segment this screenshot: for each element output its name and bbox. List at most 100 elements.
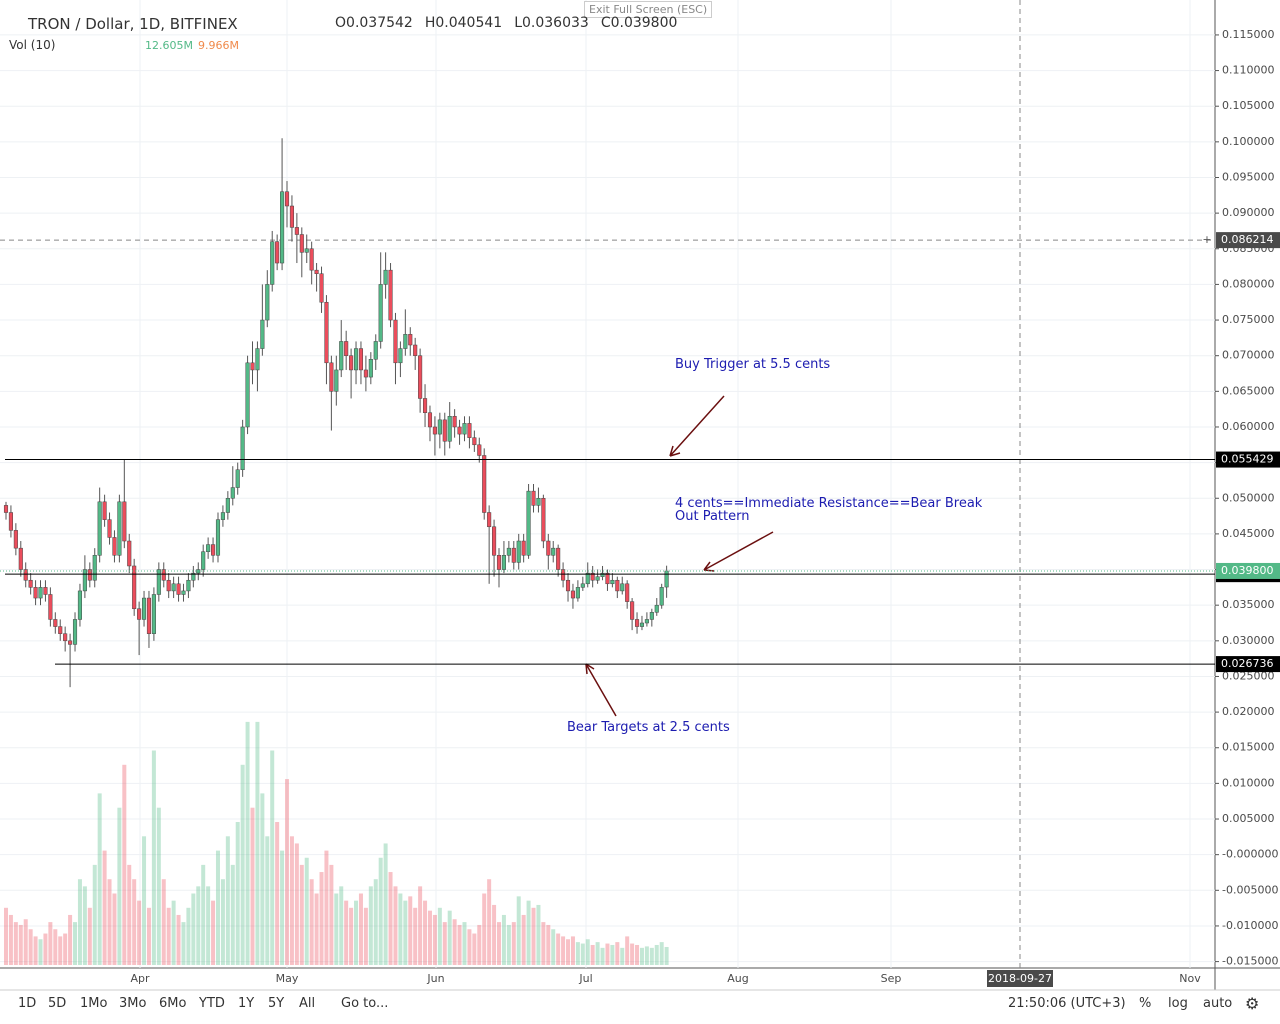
volume-bar — [462, 922, 467, 965]
candle-body — [33, 587, 38, 599]
range-button[interactable]: All — [299, 996, 316, 1011]
volume-layer — [4, 721, 669, 965]
volume-bar — [492, 904, 497, 965]
candle-body — [536, 498, 541, 506]
candle-body — [639, 622, 645, 627]
volume-bar — [48, 922, 53, 965]
volume-bar — [472, 933, 477, 965]
settings-icon[interactable]: ⚙ — [1245, 994, 1260, 1013]
candle-body — [506, 547, 511, 556]
volume-bar — [334, 893, 339, 965]
y-tick-label: 0.105000 — [1222, 99, 1275, 112]
candle-body — [477, 444, 482, 456]
range-button[interactable]: 1Y — [238, 996, 255, 1011]
range-button[interactable]: 1Mo — [80, 996, 108, 1011]
volume-bar — [28, 929, 33, 965]
candle-body — [48, 594, 53, 620]
volume-title: Vol (10) — [9, 38, 56, 52]
candle-body — [211, 544, 216, 556]
volume-bar — [73, 922, 78, 965]
volume-bar — [654, 944, 659, 965]
price-label-box — [1216, 656, 1280, 673]
candle-body — [58, 626, 63, 634]
candle-body — [18, 547, 23, 570]
volume-bar — [235, 822, 240, 965]
volume-bar — [186, 907, 191, 965]
y-tick-label: 0.030000 — [1222, 634, 1275, 647]
x-tick-label: Apr — [130, 972, 150, 985]
volume-bar — [225, 836, 230, 965]
candle-body — [334, 369, 339, 392]
goto-button[interactable]: Go to... — [341, 996, 389, 1011]
volume-bar — [605, 943, 610, 965]
volume-bar — [482, 893, 487, 965]
volume-bar — [506, 924, 511, 965]
volume-bar — [127, 864, 132, 965]
candle-body — [87, 569, 92, 581]
ohlc-legend: O0.037542 H0.040541 L0.036033 C0.039800 — [335, 15, 677, 31]
scale-option[interactable]: auto — [1203, 996, 1233, 1011]
volume-bar — [285, 779, 290, 965]
volume-bar — [526, 900, 531, 965]
range-button[interactable]: 5Y — [268, 996, 285, 1011]
candle-body — [230, 487, 235, 499]
range-button[interactable]: 5D — [48, 996, 67, 1011]
candle-body — [181, 590, 186, 595]
candle-body — [82, 569, 87, 592]
volume-bar — [570, 936, 575, 965]
volume-bar — [620, 947, 625, 965]
y-tick-label: 0.060000 — [1222, 420, 1275, 433]
range-button[interactable]: YTD — [199, 996, 225, 1011]
candle-body — [541, 498, 546, 542]
ohlc-key: L — [514, 15, 522, 31]
volume-bar — [349, 907, 354, 965]
candle-body — [225, 498, 230, 513]
volume-bar — [8, 914, 13, 965]
ohlc-key: O — [335, 15, 347, 31]
candle-body — [156, 569, 161, 595]
candle-body — [521, 540, 526, 556]
price-label: 0.055429 — [1221, 453, 1274, 466]
volume-bar — [319, 872, 324, 965]
volume-bar — [487, 879, 492, 965]
candle-body — [358, 348, 364, 371]
candle-body — [137, 608, 142, 620]
volume-bar — [240, 764, 245, 965]
candle-body — [275, 241, 280, 264]
y-tick-label: 0.095000 — [1222, 170, 1275, 183]
range-button[interactable]: 6Mo — [159, 996, 187, 1011]
volume-bar — [92, 864, 97, 965]
volume-bar — [373, 879, 378, 965]
candle-body — [201, 551, 206, 570]
candle-body — [457, 426, 462, 435]
y-tick-label: 0.075000 — [1222, 313, 1275, 326]
volume-bar — [595, 942, 600, 965]
volume-bar — [166, 907, 171, 965]
volume-bar — [615, 942, 620, 965]
volume-bar — [585, 939, 590, 965]
candle-body — [580, 583, 585, 588]
volume-bar — [211, 900, 216, 965]
volume-bar — [97, 793, 102, 965]
x-tick-label: Sep — [881, 972, 902, 985]
volume-bar — [43, 933, 48, 965]
range-button[interactable]: 1D — [18, 996, 37, 1011]
volume-bar — [467, 929, 472, 965]
candle-body — [432, 426, 437, 435]
symbol-title: TRON / Dollar, 1D, BITFINEX — [28, 15, 238, 33]
candle-body — [368, 359, 373, 378]
volume-bar — [294, 843, 299, 965]
tooltip[interactable]: Exit Full Screen (ESC) — [584, 1, 713, 18]
y-tick-label: 0.045000 — [1222, 527, 1275, 540]
x-tick-label: Jun — [426, 972, 444, 985]
range-button[interactable]: 3Mo — [119, 996, 147, 1011]
volume-bar — [309, 879, 314, 965]
ohlc-value: 0.039800 — [610, 15, 678, 31]
candle-body — [141, 597, 147, 620]
scale-option[interactable]: log — [1168, 996, 1188, 1011]
volume-bar — [191, 893, 196, 965]
candle-body — [388, 269, 393, 321]
candle-body — [408, 334, 413, 346]
scale-option[interactable]: % — [1139, 996, 1152, 1011]
